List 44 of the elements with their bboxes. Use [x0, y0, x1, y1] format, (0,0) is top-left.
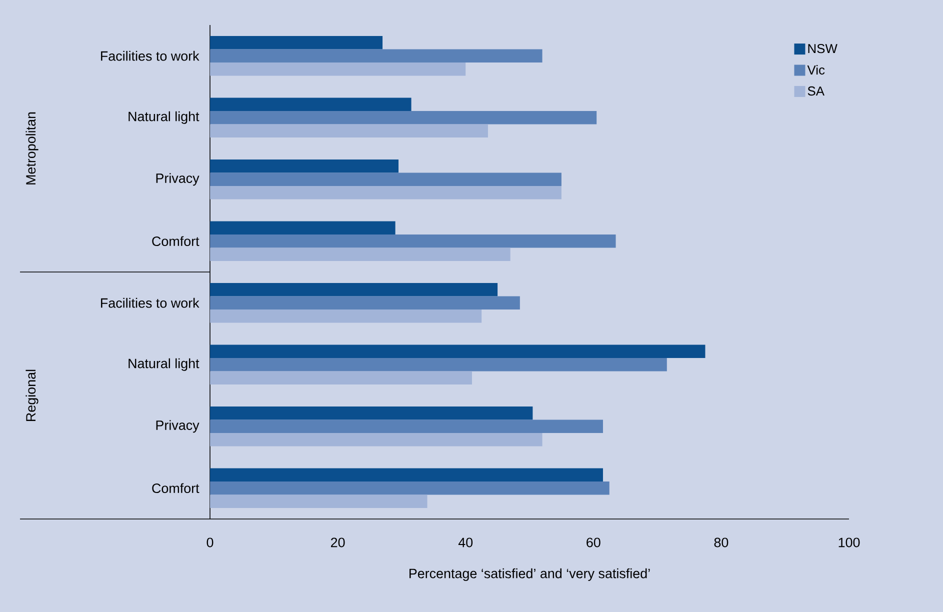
bar	[210, 310, 482, 323]
bar	[210, 494, 428, 508]
x-tick-label: 40	[458, 538, 473, 548]
bar	[210, 62, 466, 76]
bar	[210, 468, 603, 482]
x-axis-title: Percentage ‘satisfied’ and ‘very satisfied’	[410, 568, 650, 581]
bar	[210, 358, 667, 372]
y-tick-label: Facilities to work	[101, 50, 200, 61]
bar	[210, 49, 542, 63]
bar	[210, 36, 383, 50]
bar	[210, 344, 706, 358]
bar	[210, 110, 597, 124]
bar	[210, 282, 498, 296]
bar	[210, 433, 542, 446]
y-tick-label: Natural light	[128, 358, 200, 371]
x-tick-label: 100	[838, 538, 860, 548]
y-tick-label: Natural light	[128, 111, 200, 124]
text: Metropolitan	[26, 112, 38, 184]
x-tick-label: 20	[330, 538, 345, 548]
y-tick-label: Comfort	[152, 483, 200, 494]
bar	[210, 371, 472, 385]
bar	[210, 98, 412, 111]
y-tick-label: Comfort	[152, 236, 200, 246]
legend-label: Vic	[807, 65, 825, 75]
text: Regional	[26, 370, 38, 421]
bar	[210, 296, 520, 310]
bar	[210, 234, 616, 248]
bar	[210, 406, 533, 420]
y-tick-label: Privacy	[156, 173, 200, 186]
bar	[210, 420, 603, 434]
bar	[210, 248, 510, 262]
legend-label: SA	[808, 86, 824, 96]
bar	[210, 481, 610, 495]
bar	[210, 221, 396, 234]
y-tick-label: Facilities to work	[101, 298, 200, 308]
x-tick-label: 0	[206, 538, 214, 548]
x-tick-label: 60	[586, 538, 600, 548]
bar	[210, 124, 488, 138]
bar	[210, 159, 399, 173]
bar	[210, 172, 562, 186]
bar	[210, 186, 562, 200]
x-tick-label: 80	[714, 538, 728, 548]
legend-label: NSW	[808, 44, 838, 54]
y-tick-label: Privacy	[156, 420, 200, 433]
